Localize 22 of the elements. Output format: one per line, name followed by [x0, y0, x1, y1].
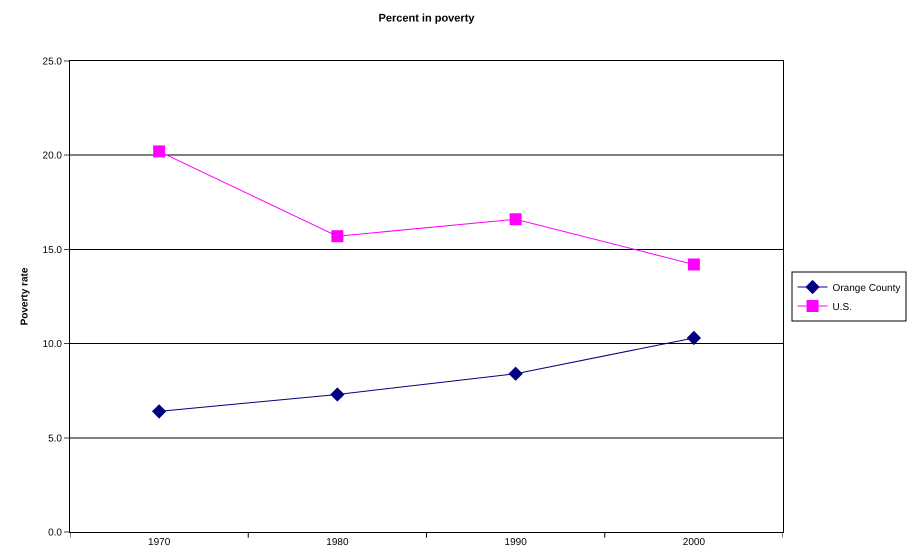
y-tick-label: 25.0: [42, 56, 62, 68]
chart-title: Percent in poverty: [378, 12, 476, 25]
point: [510, 213, 522, 226]
point: [688, 258, 700, 270]
point: [153, 145, 166, 158]
point: [152, 404, 166, 419]
point: [330, 387, 345, 402]
x-tick-label: 2000: [682, 537, 706, 548]
y-tick-label: 15.0: [42, 244, 62, 256]
y-tick-label: 20.0: [42, 150, 62, 162]
x-tick-label: 1980: [326, 537, 349, 548]
y-tick-label: 10.0: [42, 339, 62, 350]
y-tick-label: 5.0: [48, 433, 62, 444]
legend-label: U.S.: [832, 302, 852, 313]
point: [686, 330, 702, 346]
x-tick-label: 1990: [504, 537, 528, 548]
point: [508, 366, 523, 381]
point: [331, 230, 344, 242]
y-tick-label: 0.0: [48, 528, 62, 538]
x-tick-label: 1970: [148, 537, 171, 548]
y-axis-title: Poverty rate: [20, 267, 31, 326]
legend-label: Orange County: [832, 282, 900, 294]
